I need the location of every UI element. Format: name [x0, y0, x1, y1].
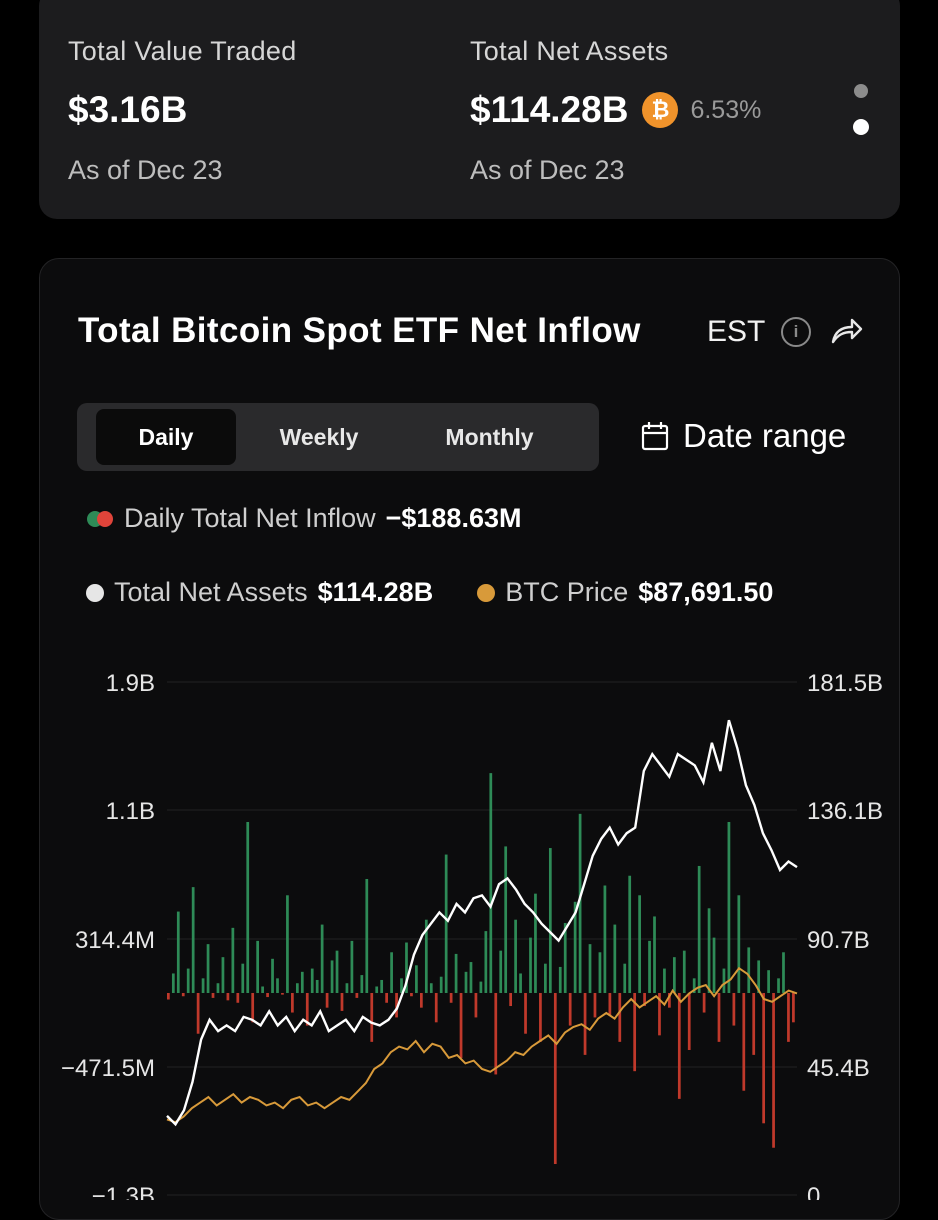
legend-label: Daily Total Net Inflow [124, 503, 376, 533]
date-range-label: Date range [683, 417, 847, 454]
stats-card: Total Value Traded $3.16B As of Dec 23 T… [39, 0, 900, 219]
info-icon[interactable]: i [781, 317, 811, 347]
pager-dot-1[interactable] [854, 84, 868, 98]
legend-dual-dot-icon [87, 510, 113, 527]
stat-value: $114.28B ₿ 6.53% [470, 89, 761, 131]
legend-label[interactable]: BTC Price [505, 577, 629, 607]
bitcoin-icon: ₿ [642, 92, 679, 128]
legend-white-dot-icon [86, 583, 104, 602]
timezone-label[interactable]: EST [707, 315, 766, 348]
stat-value: $3.16B [68, 89, 297, 131]
stat-value-text: $114.28B [470, 89, 629, 130]
legend-row-2: Total Net Assets $114.28B BTC Price $87,… [86, 577, 773, 608]
stat-label: Total Value Traded [68, 36, 297, 66]
share-icon[interactable] [830, 316, 864, 346]
chart-title: Total Bitcoin Spot ETF Net Inflow [78, 311, 641, 350]
stat-value-text: $3.16B [68, 89, 188, 130]
legend-label[interactable]: Total Net Assets [114, 577, 308, 607]
tab-weekly[interactable]: Weekly [279, 424, 359, 450]
period-segmented-control: Daily Weekly Monthly [77, 403, 599, 471]
tab-monthly[interactable]: Monthly [445, 424, 534, 450]
chart-card: Total Bitcoin Spot ETF Net Inflow EST i … [39, 258, 900, 1220]
legend-value: $87,691.50 [638, 577, 774, 607]
stat-value-traded: Total Value Traded $3.16B As of Dec 23 [68, 36, 297, 186]
calendar-icon [641, 422, 669, 451]
legend-value: −$188.63M [385, 503, 522, 533]
date-range-button[interactable]: Date range [641, 417, 846, 455]
legend-net-inflow[interactable]: Daily Total Net Inflow −$188.63M [86, 503, 521, 534]
stat-net-assets: Total Net Assets $114.28B ₿ 6.53% As of … [470, 36, 761, 186]
tab-daily[interactable]: Daily [96, 409, 236, 465]
legend-value: $114.28B [317, 577, 434, 607]
stat-label: Total Net Assets [470, 36, 669, 66]
stat-asof: As of Dec 23 [470, 155, 625, 185]
legend-gold-dot-icon [477, 583, 496, 602]
pager-dot-2-active[interactable] [853, 119, 869, 135]
stat-asof: As of Dec 23 [68, 155, 223, 185]
percent-change: 6.53% [690, 95, 762, 124]
